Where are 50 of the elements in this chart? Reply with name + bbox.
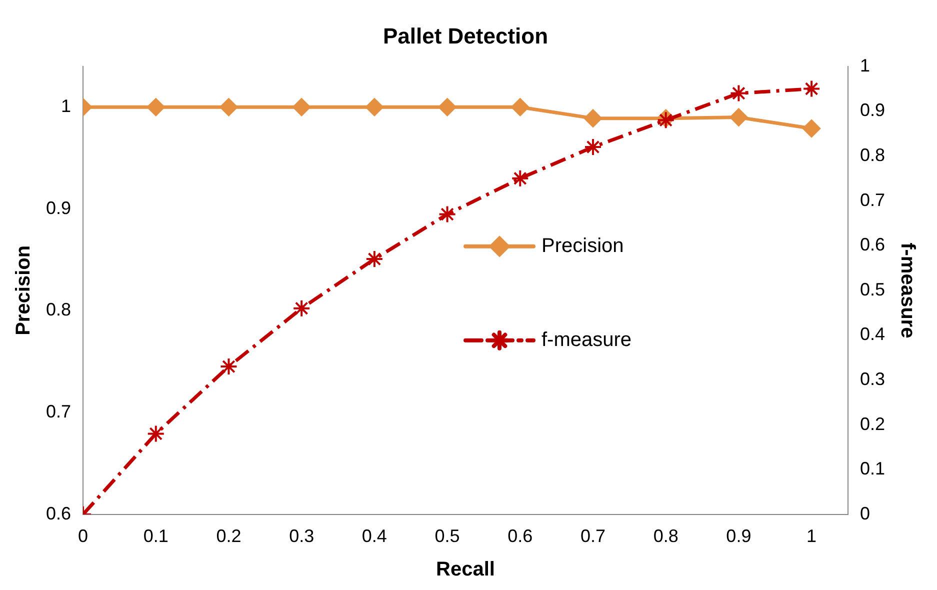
point (730, 108, 748, 126)
x-tick-label: 0.6 (508, 526, 533, 546)
x-tick-label: 1 (806, 526, 817, 546)
y-axis-title: Precision (12, 245, 35, 336)
point (802, 80, 821, 98)
y2-axis-title: f-measure (896, 242, 918, 338)
point (365, 250, 384, 268)
y2-tick-label: 0.8 (860, 144, 886, 165)
chart-title: Pallet Detection (382, 23, 548, 48)
point (146, 98, 165, 116)
point (511, 98, 530, 116)
y2-tick-label: 0.6 (860, 234, 886, 255)
y2-tick-label: 0.5 (860, 279, 886, 300)
y-tick-label: 0.6 (46, 503, 72, 524)
point (584, 109, 602, 128)
y2-tick-label: 0.1 (860, 458, 886, 479)
y-tick-label: 1 (61, 96, 72, 116)
point (438, 205, 456, 224)
y2-tick-label: 0.2 (860, 414, 886, 434)
point (511, 169, 530, 188)
y-tick-label: 0.9 (46, 198, 72, 218)
point (584, 138, 602, 156)
y-tick-label: 0.8 (46, 300, 72, 320)
point (146, 424, 165, 443)
y2-tick-label: 1 (860, 55, 870, 76)
x-tick-label: 0 (78, 526, 88, 546)
y2-tick-label: 0.3 (860, 368, 886, 389)
point (220, 358, 238, 376)
x-tick-label: 0.9 (726, 526, 752, 546)
x-tick-label: 0.8 (653, 526, 678, 546)
y-tick-label: 0.7 (46, 402, 72, 422)
point (292, 299, 311, 318)
legend-label: f-measure (542, 328, 632, 351)
point (438, 98, 456, 116)
y2-tick-label: 0.7 (860, 190, 886, 210)
point (802, 120, 821, 138)
point (365, 98, 384, 116)
x-tick-label: 0.5 (434, 526, 460, 546)
point (292, 98, 311, 116)
x-tick-label: 0.4 (362, 526, 387, 546)
point (220, 98, 238, 116)
x-tick-label: 0.1 (143, 526, 168, 546)
x-tick-label: 0.2 (216, 526, 242, 546)
y2-tick-label: 0 (860, 503, 870, 524)
x-tick-label: 0.3 (289, 526, 314, 546)
x-axis-title: Recall (436, 558, 495, 581)
legend-label: Precision (542, 234, 624, 257)
x-tick-label: 0.7 (580, 526, 606, 546)
y2-tick-label: 0.4 (860, 324, 886, 344)
y2-tick-label: 0.9 (860, 100, 886, 120)
